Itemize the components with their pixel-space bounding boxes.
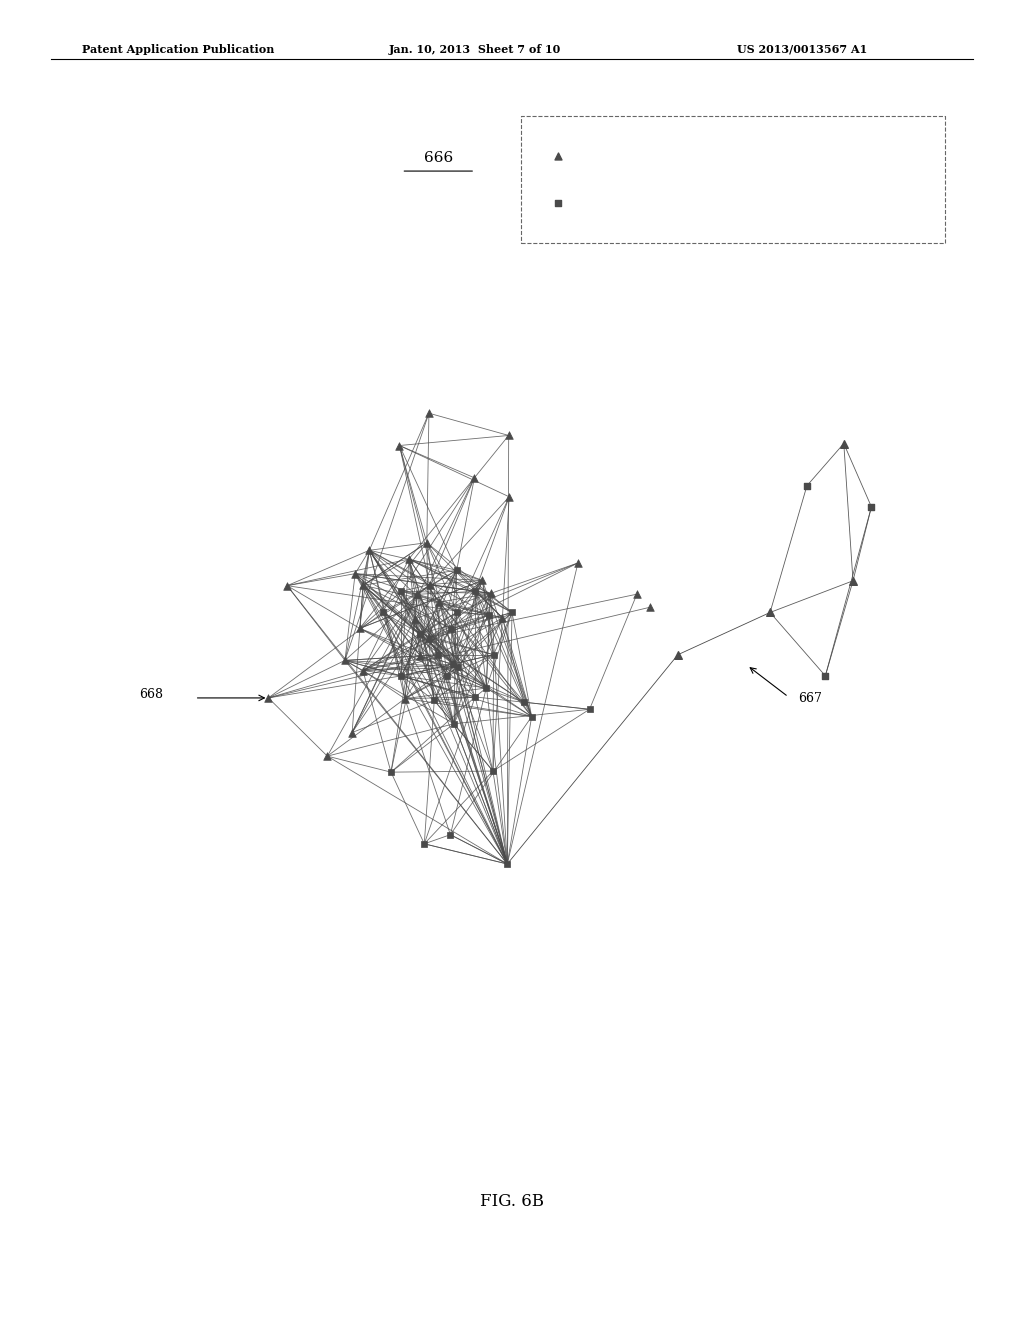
Point [421,574,437,595]
Point [523,706,540,727]
Point [319,746,336,767]
Point [439,665,456,686]
Point [762,602,778,623]
Point [354,660,371,681]
Point [817,665,834,686]
Point [482,583,499,605]
Point [670,644,686,665]
Point [391,436,408,457]
Point [421,403,437,424]
Point [501,425,517,446]
Text: 668: 668 [139,688,164,701]
Point [449,560,465,581]
Point [426,690,442,711]
Point [799,475,815,496]
Point [375,602,391,623]
Text: Degree of Connectivity >= 3: Degree of Connectivity >= 3 [582,198,733,207]
Point [629,583,645,605]
Point [445,653,462,675]
Point [396,688,413,709]
Point [383,762,399,783]
Point [484,760,501,781]
Point [351,618,368,639]
Point [416,833,432,854]
Point [642,597,658,618]
Point [279,576,295,597]
Point [550,193,566,214]
Point [393,665,410,686]
Point [478,677,495,698]
Point [504,602,520,623]
Point [569,553,586,574]
Point [451,657,467,678]
Point [467,686,483,708]
Point [412,623,428,644]
Point [410,583,426,605]
Point [430,644,446,665]
Point [516,692,532,713]
Point [442,824,459,845]
Point [408,609,424,630]
Point [481,605,498,626]
Point [863,496,880,517]
Point [466,467,482,488]
Point [412,645,428,667]
Point [467,581,483,602]
Point [442,618,459,639]
Point [400,549,417,570]
Point [420,627,436,648]
Point [495,607,511,628]
Point [393,581,410,602]
Text: 666: 666 [424,152,453,165]
Point [260,688,276,709]
Point [845,570,861,591]
Point [582,698,598,719]
Text: Patent Application Publication: Patent Application Publication [82,44,274,54]
Point [474,570,490,591]
FancyBboxPatch shape [521,116,945,243]
Point [445,713,462,734]
Point [361,540,378,561]
Point [485,644,502,665]
Point [836,433,852,454]
Text: Jan. 10, 2013  Sheet 7 of 10: Jan. 10, 2013 Sheet 7 of 10 [389,44,561,54]
Point [550,145,566,166]
Point [499,854,515,875]
Text: 667: 667 [798,692,821,705]
Point [501,486,517,507]
Point [419,532,435,553]
Text: FIG. 6B: FIG. 6B [480,1193,544,1209]
Point [347,564,364,585]
Point [344,722,360,743]
Text: US 2013/0013567 A1: US 2013/0013567 A1 [737,44,867,54]
Point [431,591,447,612]
Point [449,602,465,623]
Point [355,574,372,595]
Point [337,649,353,671]
Text: Degree of Connectivity >= 2: Degree of Connectivity >= 2 [582,152,733,161]
